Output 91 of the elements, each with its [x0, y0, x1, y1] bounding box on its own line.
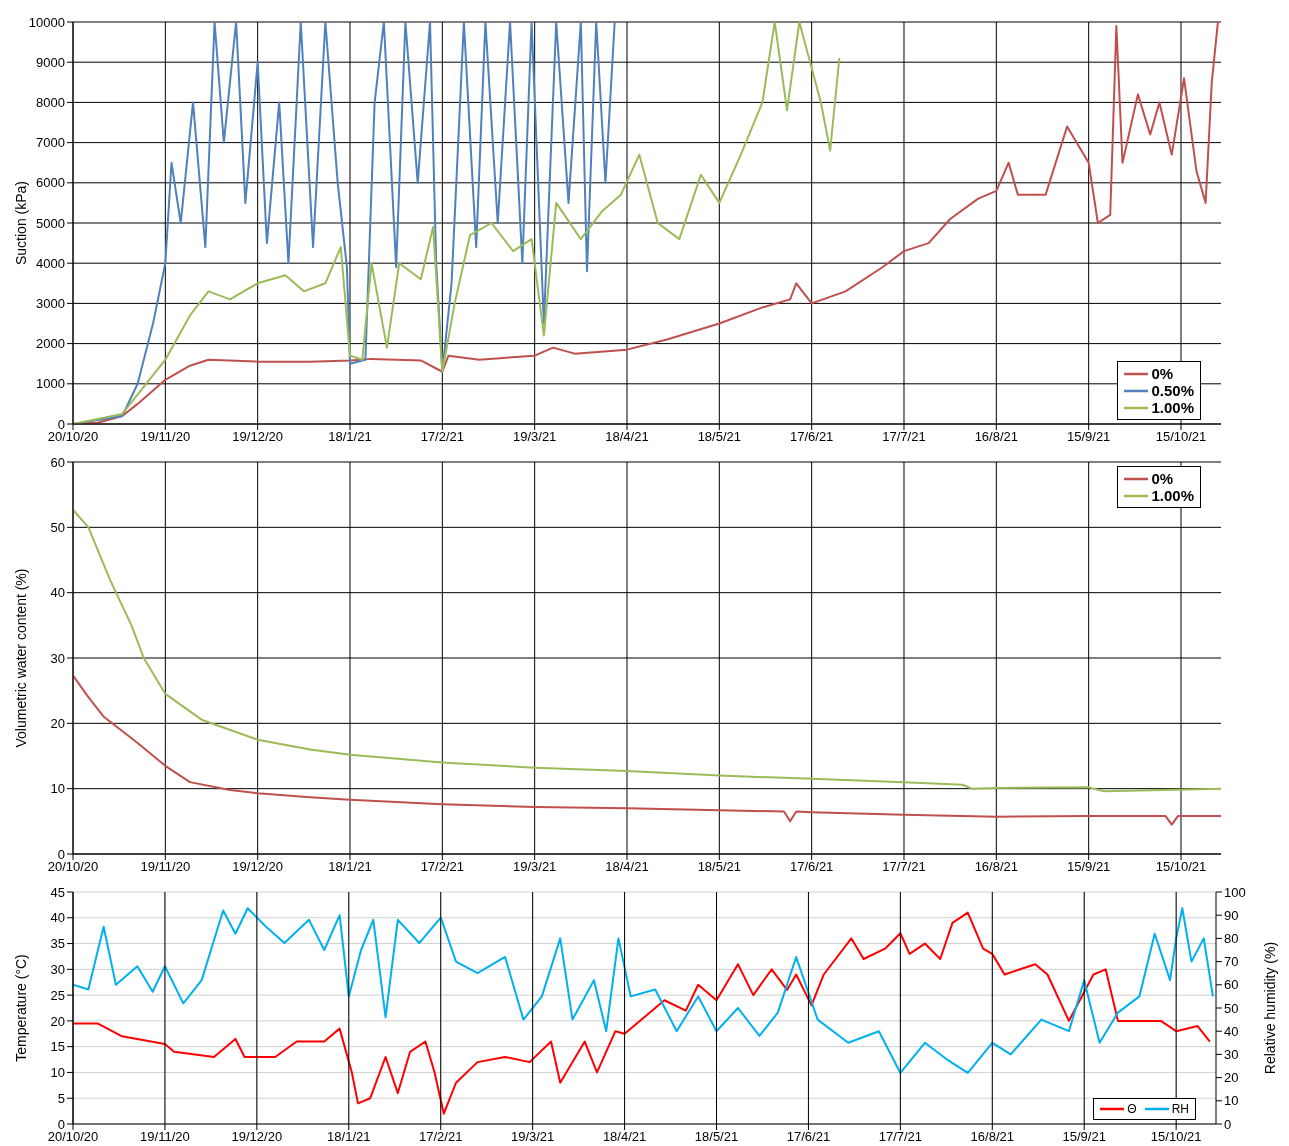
y2-tick-label: 30 [1224, 1047, 1239, 1063]
y-tick-label: 3000 [36, 296, 65, 312]
y-tick-label: 15 [50, 1039, 65, 1055]
y-tick-label: 50 [50, 519, 65, 535]
x-tick-label: 20/10/20 [47, 859, 99, 875]
y2-tick-label: 50 [1224, 1000, 1239, 1016]
y-axis-title: Suction (kPa) [12, 180, 29, 266]
x-tick-label: 18/4/21 [605, 859, 649, 875]
y-tick-label: 0 [57, 846, 65, 862]
y-tick-label: 7000 [36, 135, 65, 151]
x-tick-label: 19/12/20 [232, 429, 283, 445]
y-tick-label: 10 [50, 1065, 65, 1081]
legend-label: Θ [1127, 1102, 1137, 1116]
x-tick-label: 18/5/21 [694, 1129, 739, 1145]
legend-label: 1.00% [1151, 399, 1194, 416]
y2-tick-label: 60 [1224, 977, 1239, 993]
legend-label: 0% [1151, 365, 1174, 382]
y2-tick-label: 100 [1224, 884, 1246, 900]
x-tick-label: 19/12/20 [231, 1129, 283, 1145]
y-tick-label: 6000 [36, 175, 65, 191]
y-tick-label: 30 [50, 961, 65, 977]
x-tick-label: 17/2/21 [420, 429, 465, 445]
x-tick-label: 18/4/21 [605, 429, 649, 445]
x-tick-label: 16/8/21 [974, 429, 1019, 445]
y2-tick-label: 0 [1224, 1116, 1232, 1132]
x-tick-label: 15/10/21 [1155, 859, 1207, 875]
x-tick-label: 19/11/20 [140, 859, 191, 875]
legend-label: 0% [1151, 470, 1174, 487]
x-tick-label: 15/9/21 [1062, 1129, 1106, 1145]
y-tick-label: 40 [50, 910, 65, 926]
x-tick-label: 20/10/20 [47, 1129, 99, 1145]
y-tick-label: 4000 [36, 255, 65, 271]
x-tick-label: 19/3/21 [512, 859, 557, 875]
x-tick-label: 19/3/21 [510, 1129, 555, 1145]
y2-tick-label: 20 [1224, 1070, 1239, 1086]
legend-label: RH [1171, 1102, 1189, 1116]
x-tick-label: 18/5/21 [697, 429, 742, 445]
y-axis-title: Temperature (°C) [12, 954, 29, 1062]
x-tick-label: 17/2/21 [419, 1129, 463, 1145]
y-tick-label: 0 [57, 1116, 65, 1132]
y-tick-label: 40 [50, 585, 65, 601]
y2-tick-label: 10 [1224, 1093, 1239, 1109]
y2-tick-label: 70 [1224, 954, 1239, 970]
y-tick-label: 35 [50, 936, 65, 952]
y-tick-label: 20 [50, 715, 65, 731]
y-tick-label: 25 [50, 987, 65, 1003]
y2-tick-label: 40 [1224, 1023, 1239, 1039]
y-tick-label: 20 [50, 1013, 65, 1029]
legend-label: 0.50% [1151, 382, 1194, 399]
x-tick-label: 17/6/21 [786, 1129, 831, 1145]
y-tick-label: 1000 [36, 376, 65, 392]
x-tick-label: 19/11/20 [140, 429, 191, 445]
x-tick-label: 17/7/21 [882, 859, 926, 875]
x-tick-label: 18/1/21 [328, 429, 372, 445]
y-tick-label: 5000 [36, 215, 65, 231]
x-tick-label: 18/5/21 [697, 859, 742, 875]
y-tick-label: 9000 [36, 54, 65, 70]
y-tick-label: 0 [57, 416, 65, 432]
x-tick-label: 16/8/21 [974, 859, 1019, 875]
y2-tick-label: 80 [1224, 931, 1239, 947]
x-tick-label: 18/1/21 [327, 1129, 371, 1145]
y-tick-label: 10 [50, 781, 65, 797]
x-tick-label: 19/11/20 [140, 1129, 190, 1145]
x-tick-label: 18/1/21 [328, 859, 372, 875]
y2-tick-label: 90 [1224, 907, 1239, 923]
y-tick-label: 8000 [36, 95, 65, 111]
y-tick-label: 2000 [36, 336, 65, 352]
y2-axis-title: Relative humidity (%) [1261, 941, 1278, 1075]
x-tick-label: 18/4/21 [602, 1129, 647, 1145]
x-tick-label: 20/10/20 [47, 429, 99, 445]
x-tick-label: 17/6/21 [789, 429, 834, 445]
line-series [73, 911, 1211, 1115]
y-tick-label: 45 [50, 884, 65, 900]
x-tick-label: 15/9/21 [1066, 429, 1111, 445]
x-tick-label: 19/12/20 [232, 859, 283, 875]
x-tick-label: 17/7/21 [878, 1129, 923, 1145]
x-tick-label: 15/9/21 [1066, 859, 1111, 875]
y-tick-label: 10000 [28, 14, 65, 30]
x-tick-label: 17/7/21 [882, 429, 926, 445]
x-tick-label: 17/6/21 [789, 859, 834, 875]
y-tick-label: 30 [50, 650, 65, 666]
legend-label: 1.00% [1151, 487, 1194, 504]
y-axis-title: Volumetric water content (%) [12, 568, 29, 748]
line-series [73, 907, 1214, 1074]
x-tick-label: 15/10/21 [1155, 429, 1207, 445]
x-tick-label: 15/10/21 [1150, 1129, 1202, 1145]
x-tick-label: 19/3/21 [512, 429, 557, 445]
x-tick-label: 17/2/21 [420, 859, 465, 875]
y-tick-label: 5 [57, 1090, 65, 1106]
x-tick-label: 16/8/21 [970, 1129, 1014, 1145]
y-tick-label: 60 [50, 454, 65, 470]
